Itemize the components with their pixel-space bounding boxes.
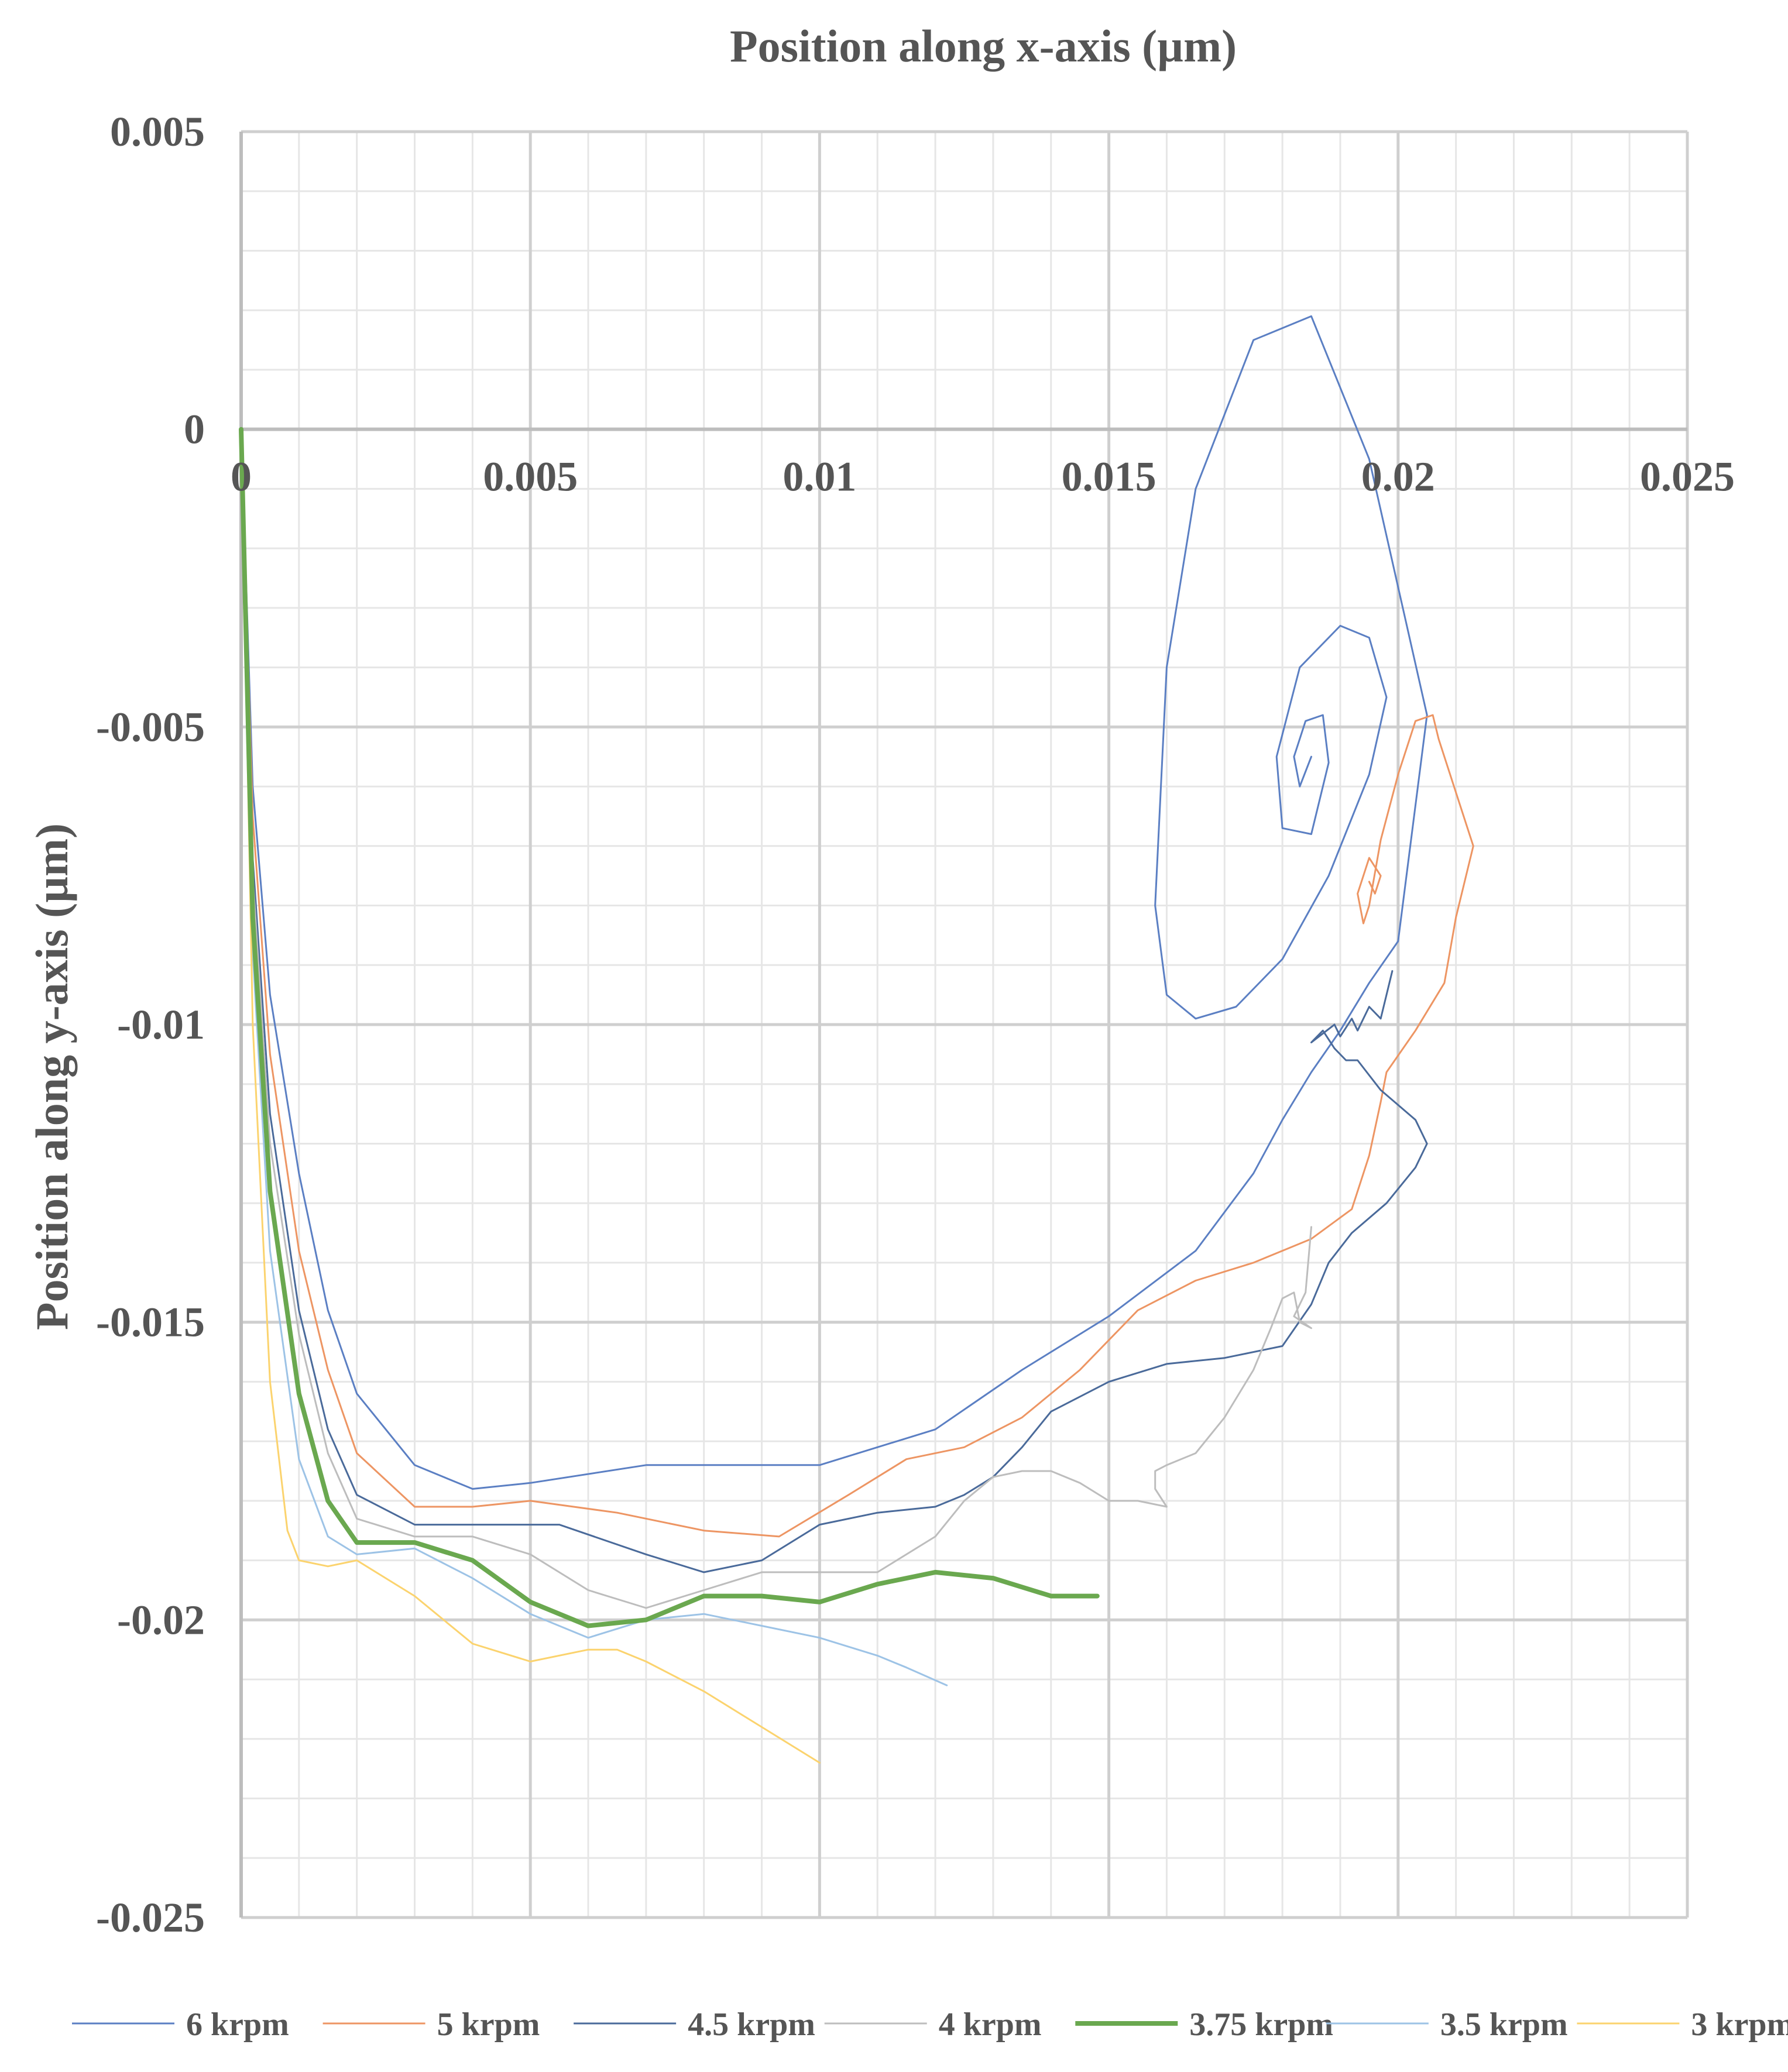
series-line-4-5-krpm [240,428,1428,1573]
legend-label: 6 krpm [186,2006,289,2043]
series-line-4-krpm [240,428,1312,1609]
series-line-3-75-krpm [239,427,1100,1628]
y-tick-label: -0.025 [96,1894,205,1941]
x-tick-label: 0.01 [783,453,856,500]
y-tick-label: -0.015 [96,1299,205,1346]
legend: 6 krpm 5 krpm 4.5 krpm 4 krpm 3.75 krpm 3.5 k… [72,2006,1788,2043]
series-line-3-5-krpm [240,428,948,1686]
x-tick-label: 0.015 [1062,453,1156,500]
y-tick-label: -0.005 [96,703,205,750]
legend-label: 3 krpm [1691,2006,1788,2043]
y-tick-label: -0.01 [117,1001,205,1048]
y-tick-label: -0.02 [117,1596,205,1643]
x-tick-label: 0.02 [1361,453,1435,500]
legend-label: 3.5 krpm [1440,2006,1568,2043]
legend-label: 4 krpm [939,2006,1042,2043]
series-layer [239,315,1474,1764]
series-line-3-krpm [240,428,821,1764]
y-tick-labels: 0.005 0 -0.005 -0.01 -0.015 -0.02 -0.025 [96,108,205,1941]
x-tick-label: 0.025 [1640,453,1735,500]
x-tick-label: 0 [231,453,252,500]
y-tick-label: 0.005 [110,108,205,155]
legend-label: 5 krpm [437,2006,540,2043]
x-tick-label: 0.005 [483,453,578,500]
series-line-6-krpm [240,315,1428,1490]
legend-label: 4.5 krpm [688,2006,815,2043]
series-line-5-krpm [240,428,1474,1538]
x-axis-title: Position along x-axis (µm) [730,20,1237,71]
x-tick-labels: 0 0.005 0.01 0.015 0.02 0.025 [231,453,1735,500]
legend-label: 3.75 krpm [1189,2006,1333,2043]
y-tick-label: 0 [184,406,205,453]
y-axis-title: Position along y-axis (µm) [26,823,77,1330]
